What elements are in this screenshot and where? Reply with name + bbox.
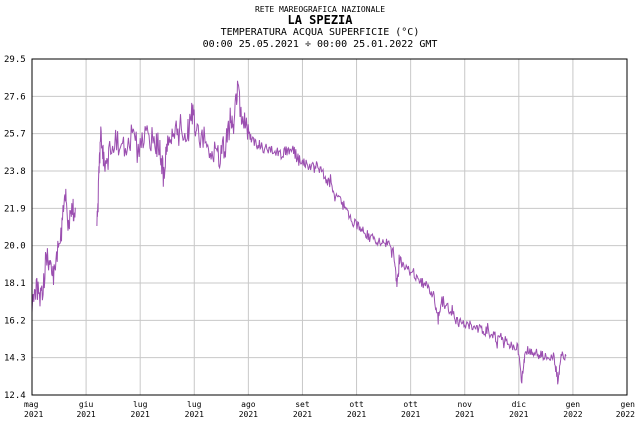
plot-frame [31,58,628,396]
x-axis-tick-labels: mag2021giu2021lug2021lug2021ago2021set20… [24,400,635,419]
y-tick-label: 25.7 [4,130,26,140]
x-tick-year: 2022 [563,410,582,419]
x-tick-month: lug [187,400,202,409]
y-tick-label: 27.6 [4,92,26,102]
y-tick-label: 29.5 [4,55,26,65]
series-line [31,188,76,313]
y-tick-label: 20.0 [4,242,26,252]
variable-title: TEMPERATURA ACQUA SUPERFICIE (°C) [220,27,420,38]
x-tick-month: lug [133,400,148,409]
x-tick-month: ago [241,400,256,409]
x-tick-month: set [295,400,310,409]
y-axis-tick-labels: 29.5 27.6 25.7 23.8 21.9 20.0 18.1 16.2 14.3 12.4 [4,55,26,401]
x-tick-year: 2021 [185,410,204,419]
grid-lines [32,59,627,395]
x-tick-year: 2021 [76,410,95,419]
x-tick-month: giu [79,400,94,409]
x-tick-month: gen [566,400,581,409]
x-tick-year: 2021 [347,410,366,419]
x-tick-year: 2021 [24,410,43,419]
x-tick-month: ott [349,400,364,409]
x-tick-year: 2021 [131,410,150,419]
x-tick-month: dic [512,400,527,409]
station-title: LA SPEZIA [287,13,353,27]
x-tick-month: ott [403,400,418,409]
x-tick-year: 2021 [509,410,528,419]
y-tick-label: 18.1 [4,279,26,289]
x-tick-year: 2021 [401,410,420,419]
period-title: 00:00 25.05.2021 ÷ 00:00 25.01.2022 GMT [202,39,438,50]
series-line [96,80,567,385]
y-tick-label: 21.9 [4,204,26,214]
y-tick-label: 12.4 [4,391,26,401]
y-tick-label: 16.2 [4,316,26,326]
x-tick-month: nov [458,400,473,409]
network-title: RETE MAREOGRAFICA NAZIONALE [254,5,386,14]
x-tick-month: gen [621,400,636,409]
y-tick-label: 14.3 [4,354,26,364]
y-tick-label: 23.8 [4,167,26,177]
x-tick-year: 2021 [455,410,474,419]
x-tick-year: 2021 [239,410,258,419]
x-tick-year: 2022 [616,410,635,419]
x-tick-year: 2021 [293,410,312,419]
plot-series [31,80,567,385]
x-tick-month: mag [24,400,39,409]
